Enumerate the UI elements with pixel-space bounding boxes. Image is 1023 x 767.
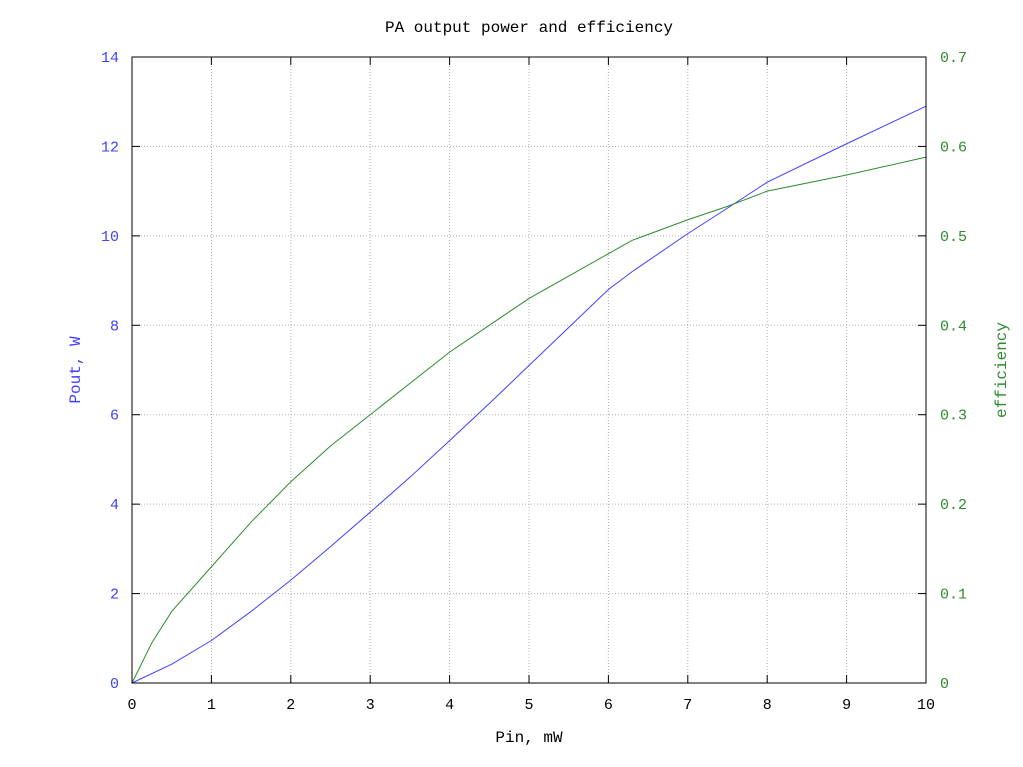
y-right-tick-label: 0.7 xyxy=(940,50,967,67)
x-tick-label: 6 xyxy=(604,697,613,714)
y-left-tick-label: 0 xyxy=(110,676,119,693)
series-line-pout xyxy=(131,105,927,684)
y-right-tick-label: 0.3 xyxy=(940,408,967,425)
y-axis-right-label: efficiency xyxy=(993,322,1011,418)
x-axis-label: Pin, mW xyxy=(495,729,563,747)
x-tick-label: 7 xyxy=(683,697,692,714)
x-tick-label: 0 xyxy=(127,697,136,714)
x-tick-label: 5 xyxy=(524,697,533,714)
x-tick-label: 10 xyxy=(917,697,935,714)
y-right-tick-label: 0.1 xyxy=(940,587,967,604)
y-right-tick-label: 0 xyxy=(940,676,949,693)
x-tick-label: 9 xyxy=(842,697,851,714)
series-layer xyxy=(131,105,927,684)
y-right-tick-label: 0.4 xyxy=(940,318,967,335)
y-left-tick-label: 4 xyxy=(110,497,119,514)
y-left-tick-label: 6 xyxy=(110,408,119,425)
x-tick-label: 2 xyxy=(286,697,295,714)
ticks xyxy=(131,56,927,684)
y-left-tick-label: 12 xyxy=(101,139,119,156)
grid xyxy=(132,57,926,683)
y-left-tick-label: 10 xyxy=(101,229,119,246)
y-right-tick-label: 0.2 xyxy=(940,497,967,514)
chart-title: PA output power and efficiency xyxy=(385,19,673,37)
series-line-efficiency xyxy=(131,156,927,684)
y-left-tick-label: 14 xyxy=(101,50,119,67)
x-tick-label: 3 xyxy=(366,697,375,714)
y-right-tick-label: 0.5 xyxy=(940,229,967,246)
y-right-tick-label: 0.6 xyxy=(940,139,967,156)
tick-labels: 0 1 2 3 4 5 6 7 8 9 100246810121400.10.20.30.40.50… xyxy=(101,50,967,714)
x-tick-label: 4 xyxy=(445,697,454,714)
x-tick-label: 8 xyxy=(763,697,772,714)
x-tick-label: 1 xyxy=(207,697,216,714)
y-left-tick-label: 2 xyxy=(110,587,119,604)
y-axis-left-label: Pout, W xyxy=(67,336,85,404)
y-left-tick-label: 8 xyxy=(110,318,119,335)
